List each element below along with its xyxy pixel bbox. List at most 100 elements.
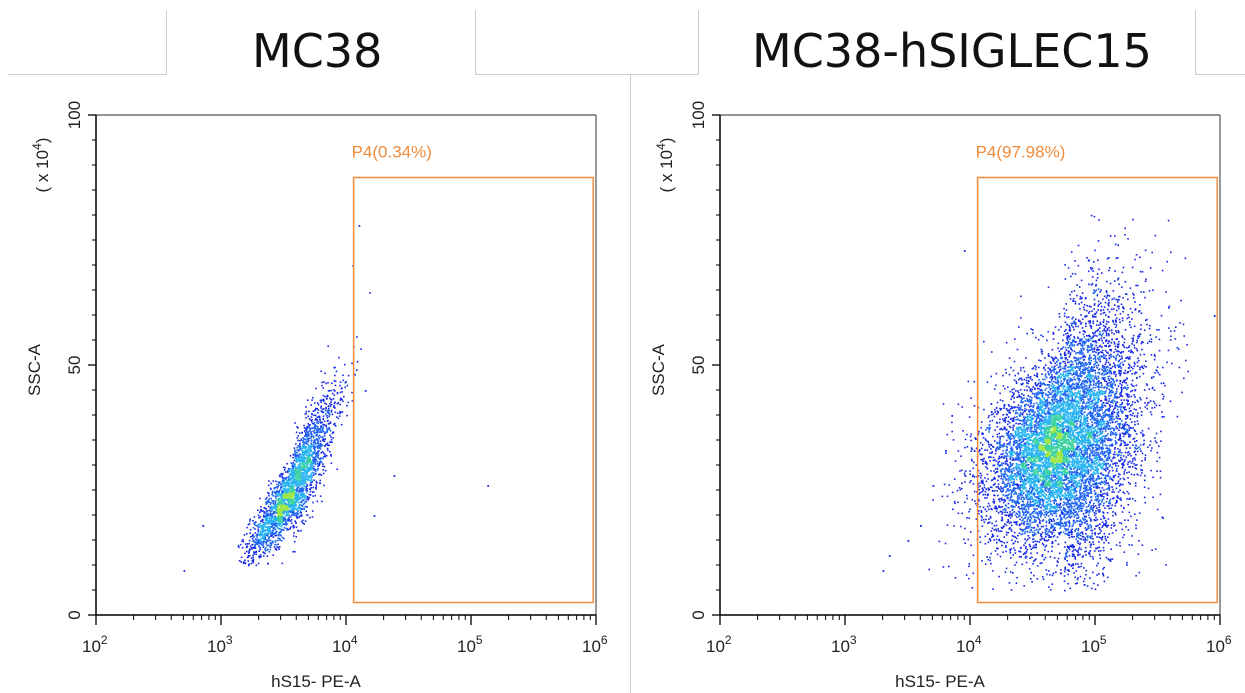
event-dot (1109, 500, 1111, 502)
event-dot (347, 374, 350, 377)
event-dot (273, 533, 275, 536)
event-dot (252, 560, 254, 563)
event-dot (1082, 402, 1084, 404)
event-dot (267, 505, 270, 508)
event-dot (1025, 546, 1027, 548)
event-dot (295, 493, 297, 495)
event-dot (1064, 510, 1066, 513)
event-dot (1133, 457, 1136, 459)
event-dot (1128, 511, 1131, 514)
event-dot (296, 478, 298, 481)
event-dot (1080, 349, 1083, 351)
event-dot (1143, 439, 1145, 442)
event-dot (1058, 496, 1061, 499)
event-dot (293, 469, 295, 471)
event-dot (1033, 374, 1036, 377)
event-dot (317, 420, 319, 423)
event-dot (995, 372, 998, 375)
event-dot (1102, 452, 1104, 455)
event-dot (274, 503, 276, 505)
event-dot (1016, 576, 1018, 579)
event-dot (281, 510, 283, 512)
event-dot (270, 535, 273, 537)
event-dot (1103, 517, 1105, 520)
event-dot (281, 472, 283, 475)
event-dot (1092, 375, 1094, 377)
event-dot (1098, 424, 1101, 426)
event-dot (1132, 218, 1134, 221)
event-dot (277, 512, 280, 515)
event-dot (1142, 433, 1144, 435)
event-dot (312, 465, 315, 468)
event-dot (291, 464, 294, 467)
event-dot (1138, 310, 1141, 312)
event-dot (1002, 480, 1004, 482)
event-dot (293, 511, 295, 513)
event-dot (268, 532, 270, 534)
event-dot (300, 500, 303, 503)
event-dot (1041, 531, 1044, 534)
event-dot (322, 457, 324, 460)
event-dot (313, 414, 315, 417)
event-dot (1023, 459, 1025, 461)
event-dot (270, 542, 273, 544)
event-dot (305, 417, 307, 419)
event-dot (275, 520, 277, 523)
event-dot (321, 421, 323, 423)
event-dot (261, 527, 263, 530)
event-dot (296, 449, 298, 451)
event-dot (332, 398, 335, 400)
event-dot (1106, 320, 1108, 323)
event-dot (283, 500, 285, 503)
event-dot (1107, 376, 1110, 378)
event-dot (296, 459, 298, 461)
event-dot (297, 487, 299, 489)
event-dot (980, 511, 983, 513)
event-dot (304, 446, 306, 449)
event-dot (1036, 433, 1039, 436)
event-dot (1104, 410, 1106, 412)
event-dot (1083, 465, 1086, 467)
event-dot (271, 513, 273, 515)
event-dot (1107, 433, 1109, 435)
event-dot (1104, 414, 1106, 417)
event-dot (1088, 516, 1091, 519)
event-dot (267, 519, 270, 522)
event-dot (281, 505, 283, 508)
event-dot (1095, 311, 1098, 313)
event-dot (1102, 309, 1105, 311)
event-dot (1044, 489, 1046, 491)
event-dot (1036, 445, 1038, 447)
event-dot (1011, 472, 1013, 475)
event-dot (1096, 320, 1099, 322)
event-dot (289, 491, 291, 493)
event-dot (322, 417, 325, 420)
event-dot (280, 528, 283, 531)
event-dot (324, 413, 327, 416)
event-dot (1060, 419, 1062, 422)
event-dot (1063, 546, 1066, 548)
event-dot (928, 568, 930, 571)
event-dot (1097, 474, 1099, 477)
event-dot (254, 532, 257, 534)
event-dot (1081, 422, 1083, 424)
event-dot (1075, 570, 1078, 572)
event-dot (270, 533, 273, 536)
event-dot (248, 523, 251, 525)
event-dot (266, 532, 268, 535)
event-dot (1098, 476, 1100, 478)
event-dot (288, 497, 290, 499)
panel-divider (630, 74, 631, 693)
event-dot (964, 481, 966, 483)
event-dot (952, 439, 955, 441)
event-dot (284, 481, 286, 483)
event-dot (946, 495, 949, 498)
event-dot (1056, 425, 1058, 427)
event-dot (275, 523, 278, 525)
event-dot (1039, 501, 1041, 504)
event-dot (1029, 557, 1031, 559)
event-dot (1044, 375, 1047, 377)
event-dot (339, 410, 341, 413)
event-dot (985, 466, 987, 468)
event-dot (302, 474, 305, 477)
